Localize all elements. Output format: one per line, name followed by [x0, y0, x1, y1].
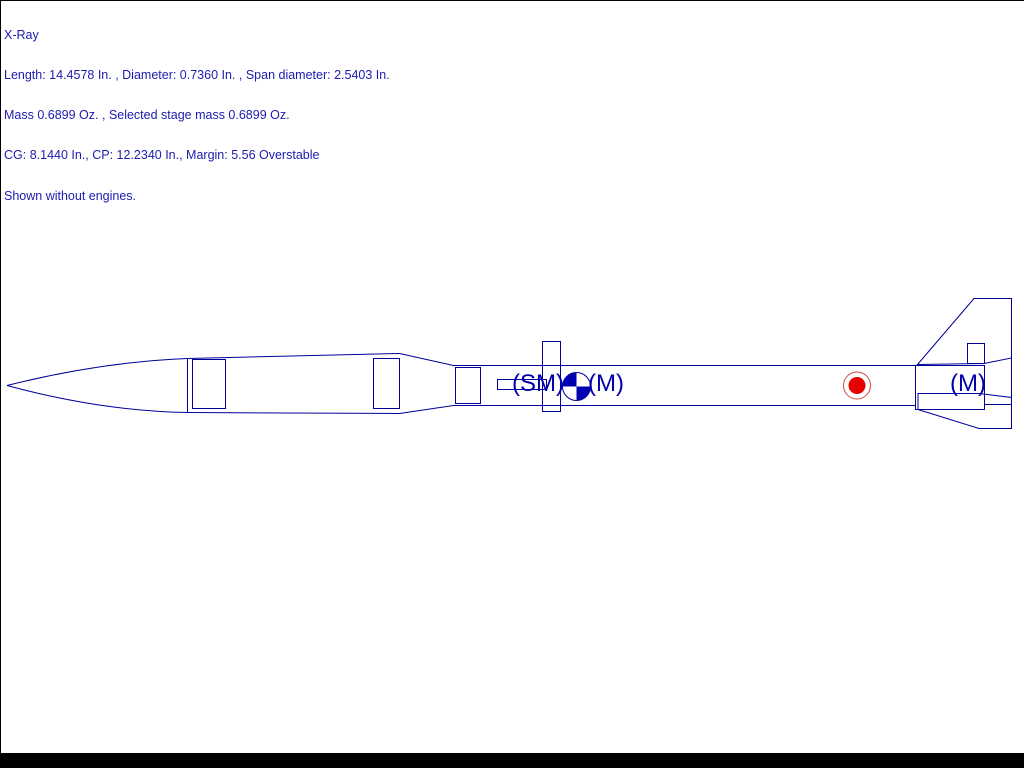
rocket-drawing: (SM) (M) (M) — [1, 1, 1024, 754]
stage-mass-label: (SM) — [512, 370, 564, 397]
nose-cone-bottom-outline — [7, 386, 188, 413]
cp-marker — [844, 372, 871, 399]
upper-fin-outline — [918, 299, 1012, 365]
lower-fin-outline — [918, 394, 1012, 429]
dimensions-line: Length: 14.4578 In. , Diameter: 0.7360 I… — [4, 68, 390, 83]
cg-marker — [563, 373, 591, 401]
bottom-bar — [0, 753, 1024, 768]
forward-internal-tube-rect — [374, 359, 400, 409]
transition-bottom-line — [400, 406, 454, 414]
launch-lug-rect — [498, 380, 547, 390]
engine-note: Shown without engines. — [4, 188, 137, 203]
nose-cone-top-outline — [7, 359, 188, 386]
cp-marker-dot — [848, 377, 866, 394]
canard-fin-edge-rect — [543, 342, 561, 412]
forward-tube-bottom-line — [188, 413, 400, 414]
rear-body-section-rect — [916, 366, 985, 410]
cp-marker-ring — [844, 372, 871, 399]
mass-line: Mass 0.6899 Oz. , Selected stage mass 0.… — [4, 108, 290, 123]
tube-coupler-rect — [456, 368, 481, 404]
rear-fin-edge-rect — [968, 344, 985, 364]
mass-label-aft: (M) — [950, 370, 986, 397]
view-title: X-Ray — [4, 27, 39, 42]
nose-shoulder-rect — [193, 360, 226, 409]
transition-top-line — [400, 354, 454, 366]
xray-header: X-Ray Length: 14.4578 In. , Diameter: 0.… — [4, 2, 390, 230]
stability-line: CG: 8.1440 In., CP: 12.2340 In., Margin:… — [4, 148, 320, 163]
mass-label-forward: (M) — [588, 370, 624, 397]
cg-marker-nw-quadrant — [562, 372, 577, 387]
cg-marker-se-quadrant — [576, 386, 591, 401]
forward-tube-top-line — [188, 354, 400, 359]
